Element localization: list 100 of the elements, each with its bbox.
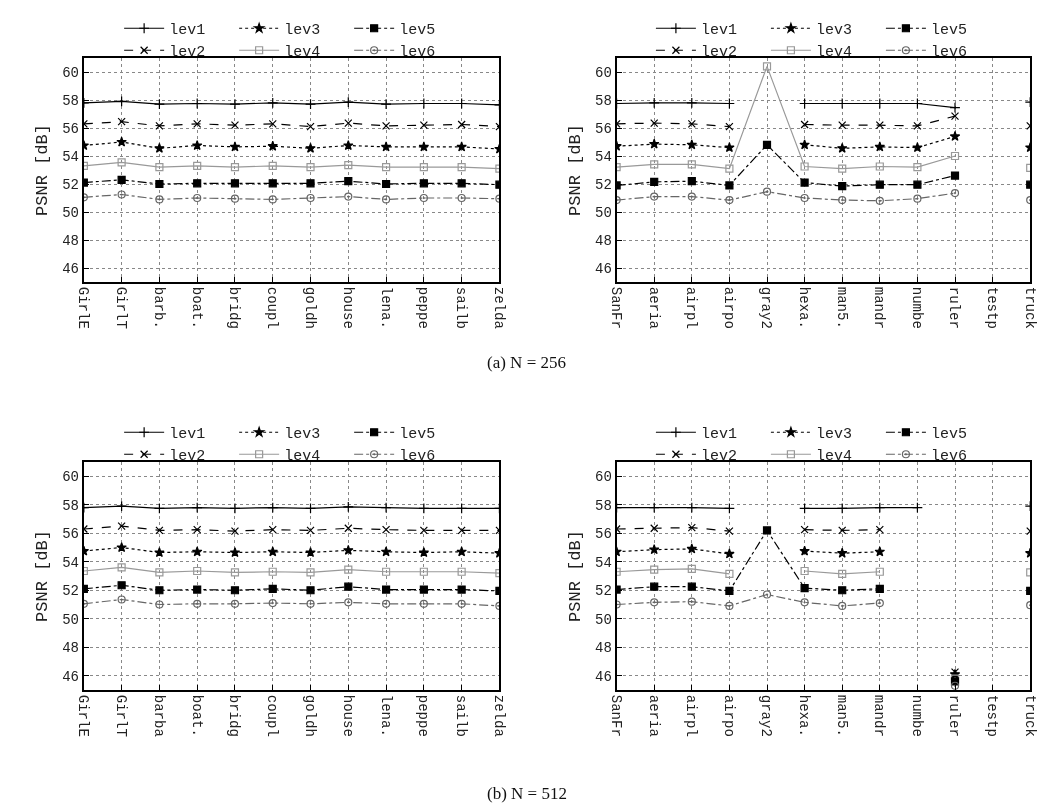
y-tick-label: 54: [594, 554, 612, 571]
y-tick-label: 60: [594, 64, 612, 81]
legend-label: lev4: [815, 448, 852, 466]
legend-label: lev4: [284, 448, 321, 466]
y-tick-label: 50: [62, 611, 80, 628]
x-tick-label: lena.: [377, 286, 394, 329]
x-tick-label: man5.: [833, 286, 850, 329]
x-tick-label: zelda: [490, 286, 507, 329]
legend-label: lev3: [284, 426, 321, 444]
x-tick-label: airpl: [683, 286, 700, 329]
legend-label: lev6: [930, 448, 967, 466]
legend-label: lev3: [815, 22, 852, 40]
x-tick-label: airpl: [683, 694, 700, 737]
x-tick-label: barb.: [150, 286, 167, 329]
text: (a) N = 256: [487, 353, 566, 372]
x-tick-label: truck: [1021, 286, 1038, 329]
legend-label: lev5: [399, 22, 436, 40]
y-tick-label: 56: [594, 526, 612, 543]
legend-label: lev2: [169, 44, 206, 62]
y-tick-label: 52: [594, 583, 612, 600]
y-tick-label: 58: [594, 92, 612, 109]
legend-label: lev2: [169, 448, 206, 466]
x-tick-label: goldh: [301, 694, 318, 737]
x-tick-label: numbe: [908, 286, 925, 329]
y-tick-label: 50: [594, 611, 612, 628]
legend-label: lev3: [815, 426, 852, 444]
legend-label: lev2: [700, 44, 737, 62]
x-tick-label: truck: [1021, 694, 1038, 737]
y-tick-label: 52: [62, 176, 80, 193]
x-tick-label: gray2: [758, 286, 775, 329]
y-tick-label: 48: [594, 232, 612, 249]
x-tick-label: mandr: [871, 694, 888, 737]
x-tick-label: zelda: [490, 694, 507, 737]
x-tick-label: sailb: [453, 694, 470, 737]
y-tick-label: 60: [594, 469, 612, 486]
x-tick-label: GirlE: [75, 286, 92, 329]
x-tick-label: aeria: [645, 694, 662, 737]
legend-label: lev1: [169, 426, 206, 444]
x-tick-label: lena.: [377, 694, 394, 737]
x-tick-label: GirlT: [113, 694, 130, 737]
x-tick-label: boat.: [188, 286, 205, 329]
legend-label: lev1: [700, 22, 737, 40]
legend-label: lev4: [284, 44, 321, 62]
y-tick-label: 58: [62, 497, 80, 514]
x-tick-label: testp: [984, 286, 1001, 329]
x-tick-label: house: [339, 694, 356, 737]
x-tick-label: bridg: [226, 286, 243, 329]
x-tick-label: SanFr: [608, 286, 625, 329]
y-tick-label: 54: [594, 148, 612, 165]
x-tick-label: gray2: [758, 694, 775, 737]
y-axis-title: PSNR [dB]: [566, 124, 586, 216]
x-tick-label: boat.: [188, 694, 205, 737]
legend-label: lev1: [169, 22, 206, 40]
y-tick-label: 50: [594, 204, 612, 221]
x-tick-label: mandr: [871, 286, 888, 329]
x-tick-label: airpo: [720, 694, 737, 737]
x-tick-label: GirlT: [113, 286, 130, 329]
x-tick-label: bridg: [226, 694, 243, 737]
y-tick-label: 54: [62, 554, 80, 571]
y-tick-label: 58: [62, 92, 80, 109]
x-tick-label: house: [339, 286, 356, 329]
y-axis-title: PSNR [dB]: [33, 530, 53, 622]
x-tick-label: ruler: [946, 286, 963, 329]
y-tick-label: 58: [594, 497, 612, 514]
y-tick-label: 52: [62, 583, 80, 600]
legend-label: lev6: [399, 44, 436, 62]
x-tick-label: numbe: [908, 694, 925, 737]
y-tick-label: 56: [594, 120, 612, 137]
legend-label: lev5: [930, 426, 967, 444]
x-tick-label: barba: [150, 694, 167, 737]
y-tick-label: 52: [594, 176, 612, 193]
y-axis-title: PSNR [dB]: [566, 530, 586, 622]
legend-label: lev4: [815, 44, 852, 62]
x-tick-label: GirlE: [75, 694, 92, 737]
text: (b) N = 512: [487, 784, 567, 803]
y-tick-label: 46: [594, 260, 612, 277]
legend-label: lev3: [284, 22, 321, 40]
y-tick-label: 50: [62, 204, 80, 221]
x-tick-label: man5.: [833, 694, 850, 737]
y-tick-label: 60: [62, 64, 80, 81]
x-tick-label: goldh: [301, 286, 318, 329]
x-tick-label: sailb: [453, 286, 470, 329]
x-tick-label: ruler: [946, 694, 963, 737]
x-tick-label: SanFr: [608, 694, 625, 737]
x-tick-label: hexa.: [796, 286, 813, 329]
x-tick-label: testp: [984, 694, 1001, 737]
legend-label: lev6: [399, 448, 436, 466]
y-tick-label: 60: [62, 469, 80, 486]
x-tick-label: peppe: [415, 694, 432, 737]
y-tick-label: 46: [594, 668, 612, 685]
y-tick-label: 48: [62, 232, 80, 249]
x-tick-label: airpo: [720, 286, 737, 329]
x-tick-label: aeria: [645, 286, 662, 329]
x-tick-label: coupl: [264, 694, 281, 737]
x-tick-label: hexa.: [796, 694, 813, 737]
x-tick-label: peppe: [415, 286, 432, 329]
y-tick-label: 46: [62, 260, 80, 277]
legend-label: lev2: [700, 448, 737, 466]
legend-label: lev5: [930, 22, 967, 40]
y-tick-label: 48: [594, 640, 612, 657]
